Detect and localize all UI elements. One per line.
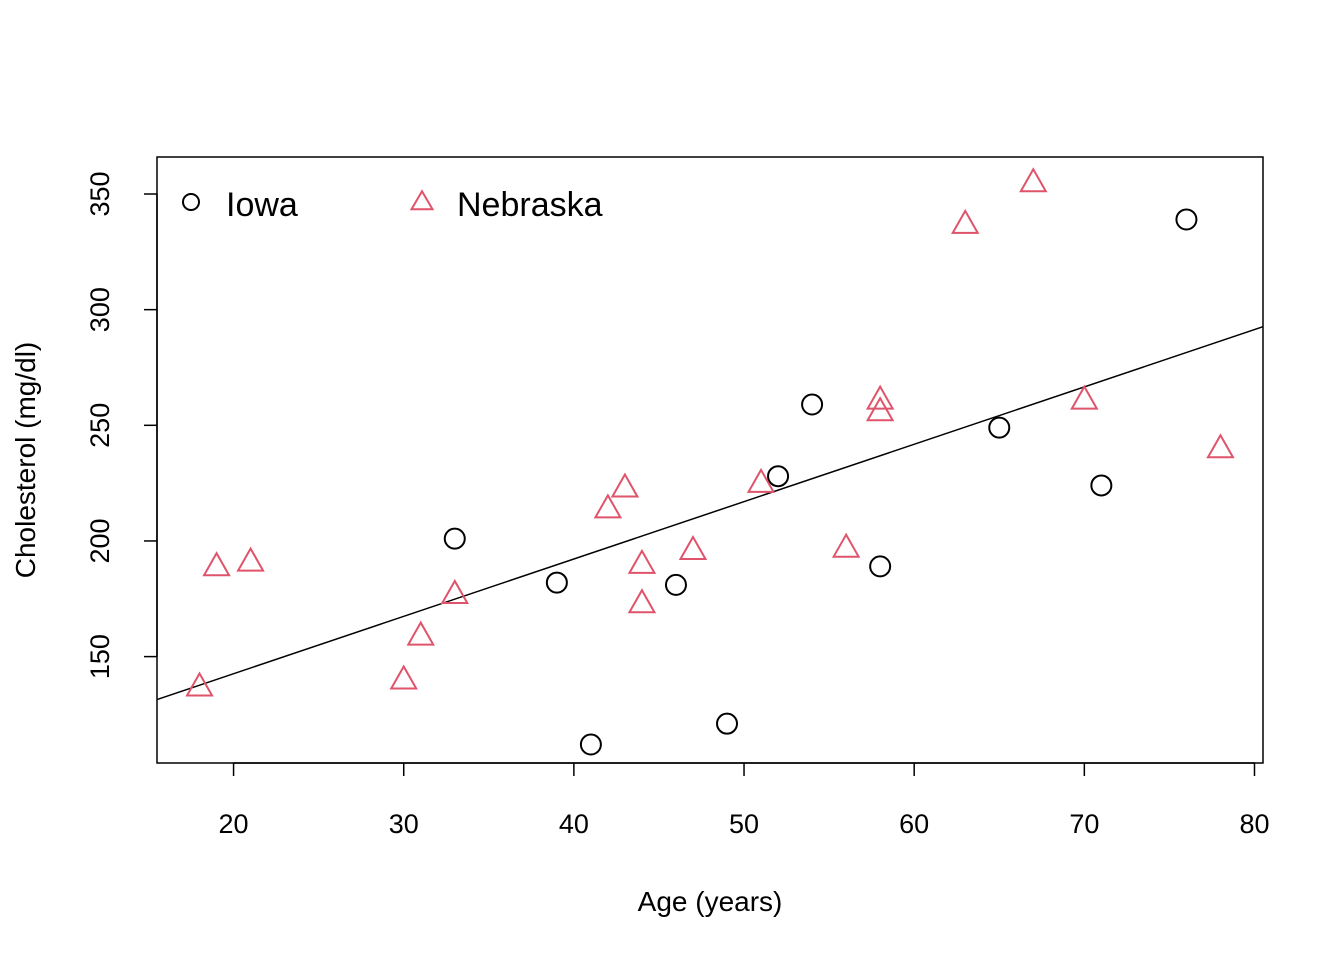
iowa-point <box>664 573 687 596</box>
nebraska-point <box>440 578 469 604</box>
nebraska-point <box>406 620 435 646</box>
nebraska-point <box>389 664 418 690</box>
nebraska-point <box>627 588 657 614</box>
nebraska-point <box>185 671 214 697</box>
legend-iowa-label: Iowa <box>226 186 298 224</box>
x-axis: 20 30 40 50 60 70 80 <box>219 762 1270 839</box>
y-tick-label: 150 <box>85 634 115 679</box>
x-tick-label: 60 <box>899 809 929 839</box>
iowa-point <box>1090 474 1113 497</box>
nebraska-point <box>865 384 895 410</box>
nebraska-point <box>1070 384 1099 410</box>
nebraska-point <box>593 493 623 519</box>
nebraska-point <box>202 551 231 577</box>
x-tick-label: 70 <box>1069 809 1099 839</box>
x-tick-label: 30 <box>389 809 419 839</box>
data-points <box>185 167 1235 756</box>
iowa-point <box>869 555 892 578</box>
iowa-point <box>767 465 790 488</box>
iowa-point <box>988 416 1011 439</box>
iowa-point <box>579 733 602 756</box>
nebraska-point <box>1206 433 1235 459</box>
y-tick-label: 200 <box>85 518 115 563</box>
legend-nebraska-label: Nebraska <box>457 186 603 224</box>
iowa-point <box>545 571 568 594</box>
nebraska-point <box>236 546 265 572</box>
iowa-point <box>716 712 739 735</box>
regression-line <box>156 325 1264 701</box>
y-tick-label: 250 <box>85 403 115 448</box>
nebraska-point <box>627 548 657 574</box>
x-tick-label: 40 <box>559 809 589 839</box>
iowa-point <box>443 527 466 550</box>
y-axis-label: Cholesterol (mg/dl) <box>10 342 41 579</box>
trend-line-group <box>156 325 1264 701</box>
x-tick-label: 80 <box>1239 809 1269 839</box>
x-tick-label: 50 <box>729 809 759 839</box>
legend-iowa-marker <box>182 193 200 211</box>
nebraska-point <box>831 532 861 558</box>
nebraska-point <box>746 467 776 493</box>
y-tick-label: 350 <box>85 171 115 216</box>
iowa-point <box>801 393 824 416</box>
legend-nebraska-marker <box>409 189 435 211</box>
iowa-point <box>1175 208 1198 231</box>
nebraska-point <box>678 534 708 561</box>
nebraska-point <box>951 208 980 234</box>
nebraska-point <box>610 472 640 498</box>
plot-frame <box>156 156 1264 764</box>
x-axis-label: Age (years) <box>638 886 783 917</box>
y-tick-label: 300 <box>85 287 115 332</box>
y-axis: 150 200 250 300 350 <box>85 171 158 679</box>
nebraska-point <box>1019 167 1048 193</box>
x-tick-label: 20 <box>219 809 249 839</box>
legend: Iowa Nebraska <box>182 186 603 224</box>
